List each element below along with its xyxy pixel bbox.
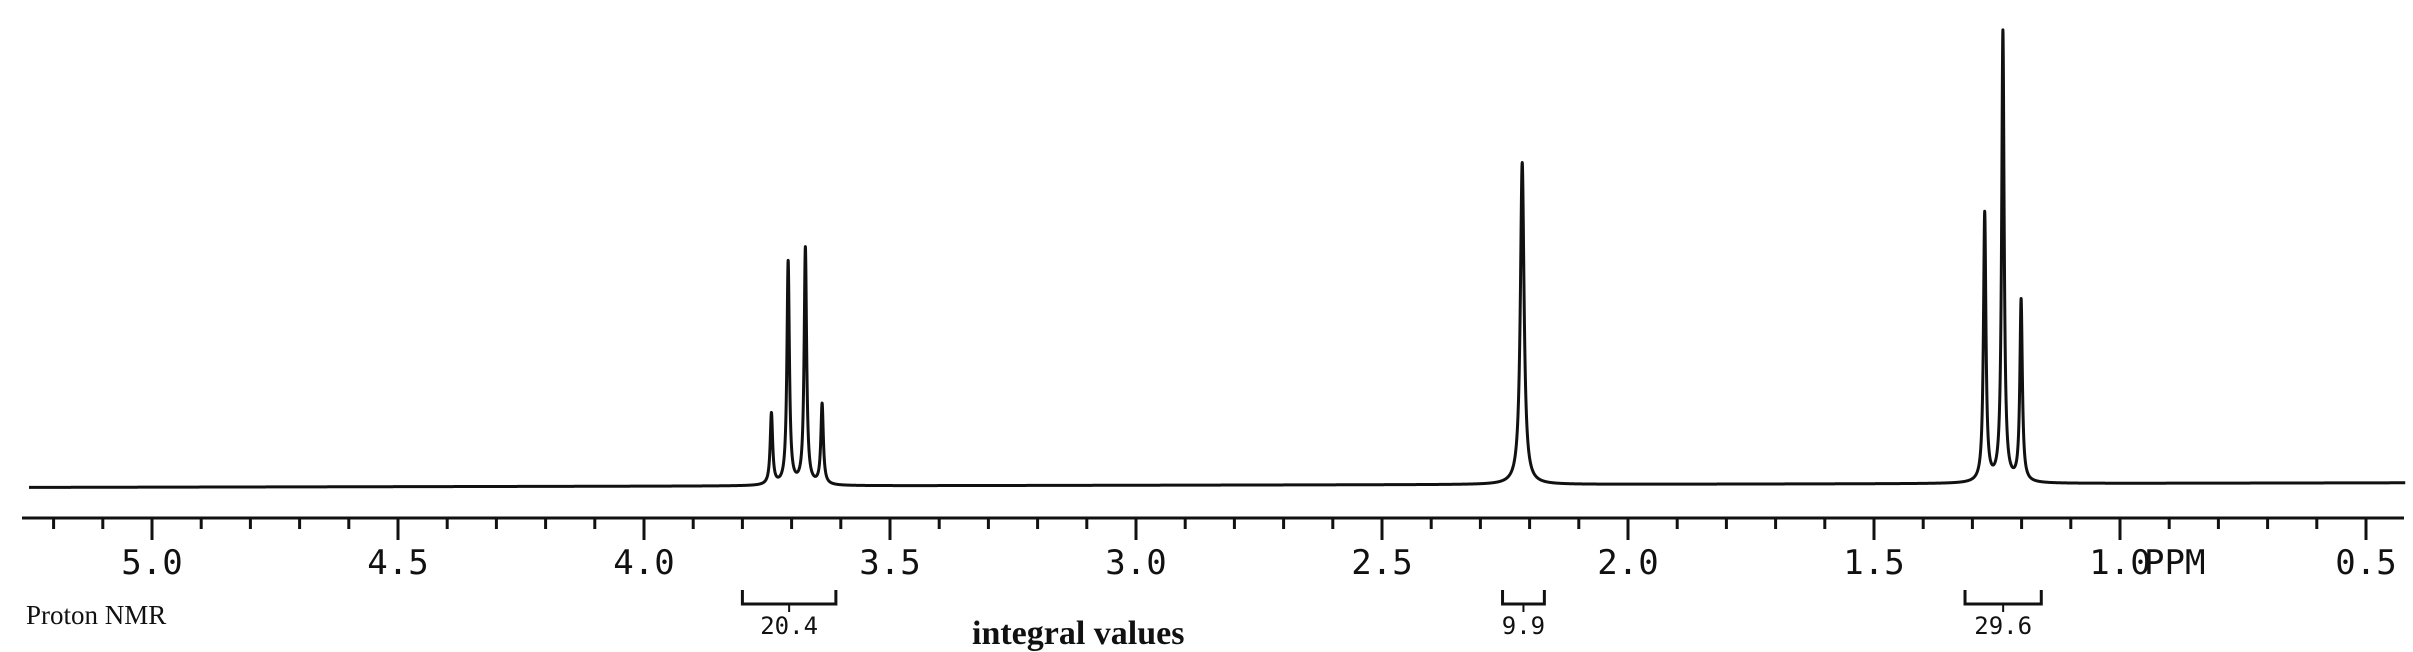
x-tick-label: 0.5 — [2335, 543, 2396, 583]
proton-nmr-caption: Proton NMR — [26, 600, 166, 630]
x-tick-label: 4.0 — [613, 543, 674, 583]
x-tick-label: 1.5 — [1843, 543, 1904, 583]
integral-bracket — [742, 590, 835, 604]
x-tick-label: 2.5 — [1351, 543, 1412, 583]
x-tick-label: 3.0 — [1105, 543, 1166, 583]
integral-values-caption: integral values — [972, 615, 1184, 652]
integral-value-label: 29.6 — [1974, 612, 2032, 640]
x-axis-tick-labels: 5.0 4.5 4.0 3.5 3.0 2.5 2.0 1.5 1.0 0.5 — [121, 543, 2396, 583]
x-tick-label: 2.0 — [1597, 543, 1658, 583]
x-tick-label: 5.0 — [121, 543, 182, 583]
x-axis-ticks — [54, 518, 2366, 540]
x-tick-label: 1.0 — [2089, 543, 2150, 583]
plot-area: 5.0 4.5 4.0 3.5 3.0 2.5 2.0 1.5 1.0 0.5 PPM 20.4 9… — [22, 30, 2405, 640]
integral-bracket — [1503, 590, 1545, 604]
integral-bracket — [1965, 590, 2041, 604]
spectrum-line — [29, 30, 2405, 488]
x-tick-label: 3.5 — [859, 543, 920, 583]
integral-brackets: 20.4 9.9 29.6 — [742, 590, 2041, 640]
x-axis-unit-label: PPM — [2144, 543, 2205, 583]
integral-value-label: 9.9 — [1502, 612, 1545, 640]
x-tick-label: 4.5 — [367, 543, 428, 583]
integral-value-label: 20.4 — [760, 612, 818, 640]
